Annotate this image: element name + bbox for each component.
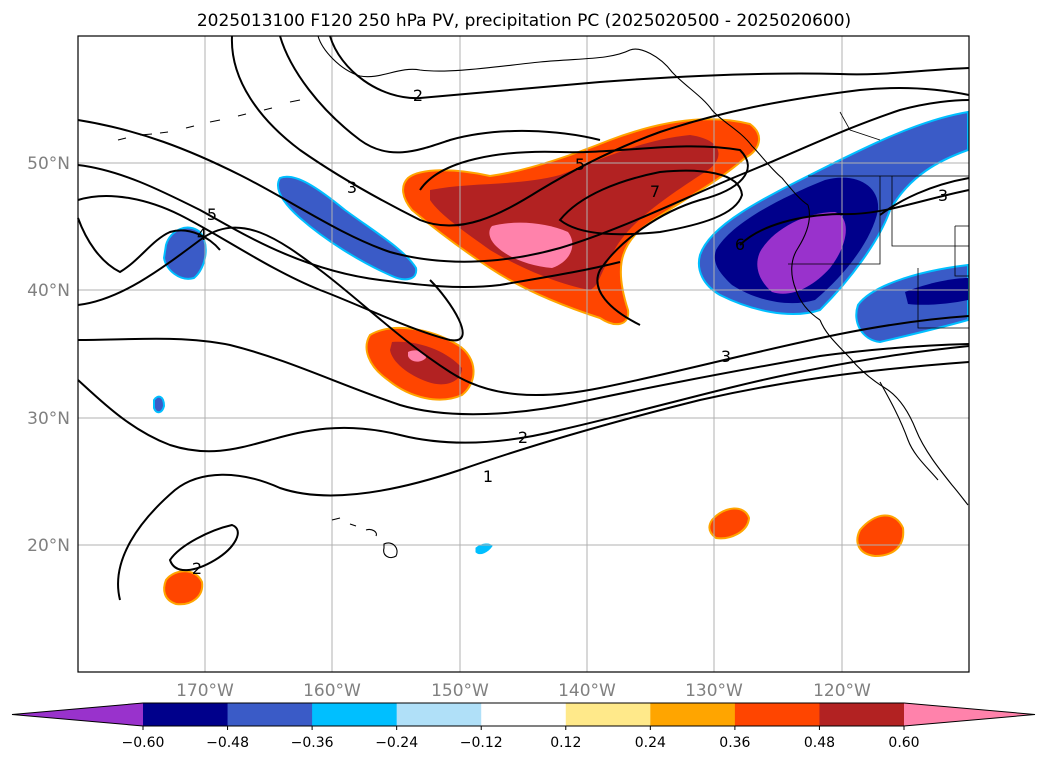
coastlines [117, 35, 969, 559]
contour-label: 4 [197, 225, 207, 244]
pv-contour [879, 177, 970, 216]
contour-labels: 2 3 5 4 5 7 6 3 3 2 1 2 [192, 86, 948, 578]
lat-label: 30°N [27, 409, 70, 429]
pv-contour [168, 523, 239, 572]
contour-label: 7 [650, 182, 660, 201]
border-state [954, 225, 969, 277]
colorbar-tick-label: −0.36 [291, 735, 334, 751]
lat-label: 20°N [27, 536, 70, 556]
colorbar-segment [312, 703, 398, 726]
coastline-aleutians [117, 99, 301, 141]
precip-negative-peak [757, 212, 846, 294]
contour-label: 3 [938, 186, 948, 205]
latitude-labels: 50°N 40°N 30°N 20°N [27, 154, 70, 556]
lon-label: 120°W [813, 681, 871, 701]
colorbar-tick-label: 0.12 [550, 735, 581, 751]
precip-negative-region [153, 395, 166, 414]
pv-contour [77, 337, 970, 416]
pv-contour [77, 194, 464, 342]
border-state [891, 176, 969, 247]
coastline-hawaii [331, 517, 398, 559]
colorbar-tick-label: 0.60 [888, 735, 919, 751]
contour-label: 5 [575, 155, 585, 174]
pv-contour [419, 145, 749, 326]
precip-negative-core [905, 278, 968, 305]
contour-label: 2 [192, 559, 202, 578]
coastline-canada [791, 204, 821, 321]
lon-label: 140°W [558, 681, 616, 701]
political-borders [788, 111, 969, 329]
precip-positive-region [856, 514, 905, 558]
pv-contours [77, 35, 970, 601]
coastline-us-west [819, 319, 969, 506]
contour-label: 5 [207, 205, 217, 224]
pv-contour [230, 35, 970, 227]
pv-contour [279, 35, 601, 154]
border-state [917, 268, 969, 329]
map-panel: 2 3 5 4 5 7 6 3 3 2 1 2 [77, 35, 970, 673]
colorbar-segment [143, 703, 229, 726]
coastline-baja [879, 381, 939, 481]
pv-contour [77, 345, 970, 453]
map-frame [77, 35, 970, 673]
lon-label: 160°W [303, 681, 361, 701]
contour-label: 2 [413, 86, 423, 105]
border-state [788, 176, 881, 265]
contour-label: 6 [735, 235, 745, 254]
precip-negative-region [277, 175, 418, 281]
colorbar-tick-label: 0.24 [635, 735, 666, 751]
colorbar-tick-label: −0.60 [122, 735, 165, 751]
colorbar: −0.60 −0.48 −0.36 −0.24 −0.12 0.12 0.24 0.36 0.4… [11, 702, 1036, 751]
contour-label: 3 [347, 178, 357, 197]
contour-label: 1 [483, 467, 493, 486]
lon-label: 170°W [176, 681, 234, 701]
colorbar-tick-label: −0.24 [375, 735, 418, 751]
colorbar-extend-max [904, 703, 1035, 726]
colorbar-segment [650, 703, 736, 726]
colorbar-tick-label: 0.36 [719, 735, 750, 751]
lon-label: 150°W [431, 681, 489, 701]
pv-contour [77, 226, 970, 397]
lon-label: 130°W [685, 681, 743, 701]
contour-label: 3 [721, 347, 731, 366]
pv-contour [329, 35, 970, 100]
figure-title: 2025013100 F120 250 hPa PV, precipitatio… [197, 11, 851, 31]
precip-positive-core [430, 135, 719, 290]
colorbar-segment [734, 703, 820, 726]
colorbar-segment [396, 703, 482, 726]
pv-contour [558, 169, 744, 236]
precip-positive-region [163, 570, 204, 606]
colorbar-segment [819, 703, 905, 726]
colorbar-tick-label: −0.12 [460, 735, 503, 751]
lat-label: 50°N [27, 154, 70, 174]
contour-label: 2 [518, 428, 528, 447]
lat-label: 40°N [27, 281, 70, 301]
pv-contour [77, 217, 221, 274]
colorbar-tick-label: 0.48 [804, 735, 835, 751]
border-alaska-canada [839, 111, 881, 141]
colorbar-tick-label: −0.48 [206, 735, 249, 751]
pv-contour [77, 164, 621, 289]
longitude-labels: 170°W 160°W 150°W 140°W 130°W 120°W [176, 681, 871, 701]
pv-contour [117, 361, 970, 601]
colorbar-segment [481, 703, 567, 726]
colorbar-extend-min [12, 703, 143, 726]
precip-positive-region [708, 507, 751, 540]
precip-positive-peak [489, 222, 573, 268]
map-background [78, 36, 969, 672]
pv-contour [739, 189, 970, 246]
gridlines [78, 36, 969, 672]
coastline-alaska [317, 35, 809, 206]
colorbar-segment [565, 703, 651, 726]
precip-shading [153, 110, 969, 606]
pv-contour [77, 99, 970, 263]
colorbar-segment [227, 703, 313, 726]
